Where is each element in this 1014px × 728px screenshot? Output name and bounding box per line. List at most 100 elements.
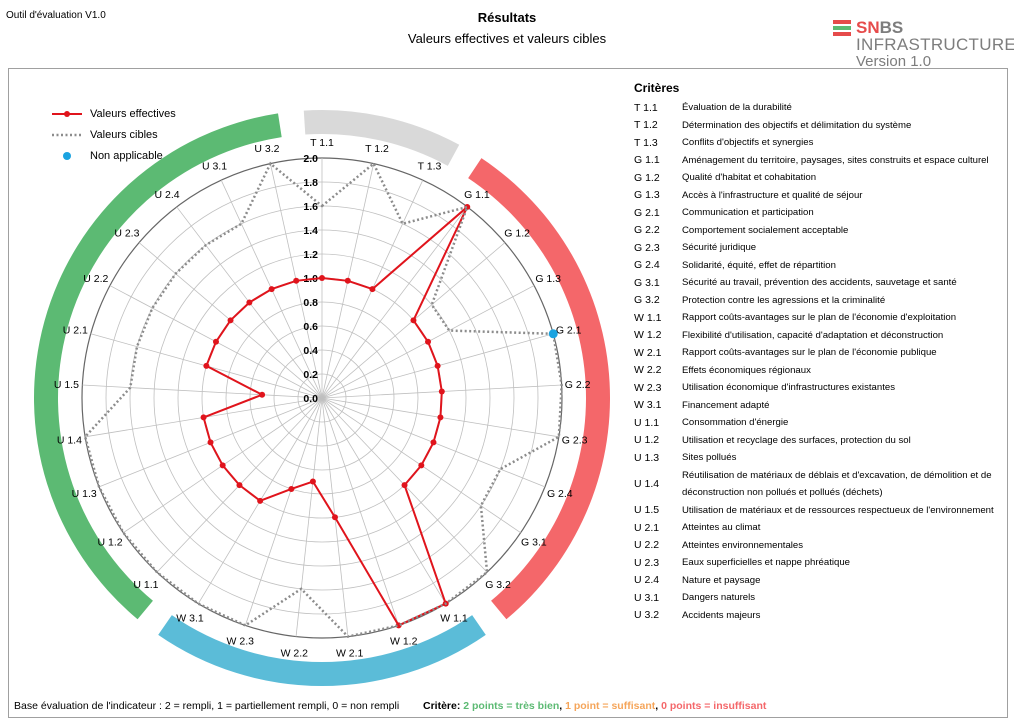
criteria-code: U 2.1 [634, 521, 660, 534]
criteria-code: T 1.3 [634, 136, 658, 149]
radar-axis-label: W 1.2 [390, 636, 418, 648]
criteria-code: G 2.3 [634, 241, 660, 254]
radar-axis-label: T 1.3 [418, 161, 442, 173]
radar-tick-label: 1.8 [303, 177, 318, 189]
criteria-item: U 3.1 Dangers naturels [634, 589, 994, 607]
radar-axis-label: U 3.1 [202, 161, 227, 173]
evaluation-basis-note: Base évaluation de l'indicateur : 2 = re… [14, 700, 400, 712]
criteria-item: U 2.1 Atteintes au climat [634, 519, 994, 537]
criteria-code: U 2.3 [634, 556, 660, 569]
criteria-item: W 2.3 Utilisation économique d'infrastruc… [634, 379, 994, 397]
scale-good: 2 points = très bien [463, 700, 560, 712]
criteria-item: G 2.4 Solidarité, équité, effet de répart… [634, 257, 994, 275]
criteria-code: U 2.4 [634, 574, 660, 587]
criteria-item: T 1.3 Conflits d'objectifs et synergies [634, 134, 994, 152]
criteria-label: Protection contre les agressions et la c… [682, 294, 886, 306]
legend-na: Non applicable [50, 145, 176, 166]
radar-axis-label: G 2.3 [562, 434, 588, 446]
criteria-item: U 2.3 Eaux superficielles et nappe phréat… [634, 554, 994, 572]
sector-T-band [303, 110, 460, 166]
radar-axis-label: U 2.2 [83, 273, 108, 285]
series-effective-point [309, 478, 316, 485]
logo-brand: SNBS [856, 18, 904, 37]
series-effective-point [259, 391, 266, 398]
criteria-item: G 3.1 Sécurité au travail, prévention des… [634, 274, 994, 292]
scale-ok: 1 point = suffisant [565, 700, 656, 712]
criteria-item: U 3.2 Accidents majeurs [634, 607, 994, 625]
criteria-code: U 1.4 [634, 478, 660, 490]
page-subtitle: Valeurs effectives et valeurs cibles [407, 31, 607, 46]
series-target-line [83, 161, 563, 638]
criteria-code: U 1.1 [634, 416, 660, 429]
criteria-code: G 3.2 [634, 294, 660, 307]
logo-product: INFRASTRUCTURE [856, 35, 1014, 54]
criteria-label: Nature et paysage [682, 574, 761, 586]
radar-axis-label: U 1.1 [133, 579, 158, 591]
radar-spoke [321, 206, 468, 399]
radar-spoke [321, 397, 447, 604]
criteria-item: U 1.3 Sites pollués [634, 449, 994, 467]
criteria-item: U 1.1 Consommation d'énergie [634, 414, 994, 432]
series-effective-point [437, 414, 444, 421]
series-effective-point [236, 482, 243, 489]
criteria-label: Utilisation économique d'infrastructures… [682, 382, 895, 393]
criteria-code: W 3.1 [634, 399, 662, 412]
criteria-label: Atteintes environnementales [682, 539, 804, 551]
legend-na-label: Non applicable [90, 149, 163, 162]
radar-spoke [244, 397, 323, 626]
criteria-code: G 2.2 [634, 224, 660, 237]
scale-bad: 0 points = insuffisant [661, 700, 767, 712]
criteria-item: G 2.3 Sécurité juridique [634, 239, 994, 257]
radar-axis-label: U 2.4 [155, 189, 180, 201]
criteria-label: Évaluation de la durabilité [682, 102, 792, 113]
criteria-item: U 2.4 Nature et paysage [634, 572, 994, 590]
legend-na-marker [63, 151, 71, 160]
legend-target-marker [52, 133, 82, 136]
series-effective-point [434, 362, 441, 369]
criteria-item: U 2.2 Atteintes environnementales [634, 537, 994, 555]
radar-axis-label: G 1.1 [464, 189, 490, 201]
sector-U-band [34, 113, 282, 620]
series-effective-point [331, 514, 338, 521]
criteria-label: Sécurité au travail, prévention des acci… [682, 277, 957, 288]
criteria-code: U 3.1 [634, 591, 660, 604]
radar-tick-label: 1.4 [303, 225, 318, 237]
radar-axis-label: G 1.3 [535, 273, 561, 285]
series-effective-point [319, 275, 325, 281]
legend-effective-label: Valeurs effectives [90, 107, 176, 120]
criteria-item: W 2.1 Rapport coûts-avantages sur le plan… [634, 344, 994, 362]
series-effective-point [425, 338, 432, 345]
series-effective-point [438, 388, 445, 395]
legend-target: Valeurs cibles [50, 124, 176, 145]
radar-axis-label: W 2.1 [336, 647, 364, 659]
criteria-item: G 1.2 Qualité d'habitat et cohabitation [634, 169, 994, 187]
criteria-label: Consommation d'énergie [682, 417, 789, 428]
criterion-scale-label: Critère: [423, 700, 464, 712]
criteria-label: Eaux superficielles et nappe phréatique [682, 557, 851, 568]
criteria-label: Atteintes au climat [682, 522, 761, 533]
series-effective-point [227, 317, 234, 324]
criteria-heading: Critères [634, 81, 680, 95]
series-effective-line [202, 205, 469, 627]
criteria-item: T 1.2 Détermination des objectifs et déli… [634, 117, 994, 135]
criteria-label: Qualité d'habitat et cohabitation [682, 172, 817, 183]
tool-version-label: Outil d'évaluation V1.0 [6, 10, 106, 21]
criteria-label: Aménagement du territoire, paysages, sit… [682, 154, 989, 166]
radar-tick-label: 0.2 [303, 369, 318, 381]
criteria-item: G 2.2 Comportement socialement acceptable [634, 222, 994, 240]
radar-axis-label: G 3.1 [521, 537, 547, 549]
radar-tick-label: 0.6 [303, 321, 318, 333]
criteria-code: G 3.1 [634, 276, 660, 289]
series-effective-point [401, 482, 408, 489]
criteria-item: U 1.2 Utilisation et recyclage des surfac… [634, 432, 994, 450]
criteria-code: G 2.4 [634, 259, 660, 272]
criterion-scale: Critère: 2 points = très bien, 1 point =… [423, 700, 767, 712]
criteria-label: Utilisation de matériaux et de ressource… [682, 504, 994, 516]
radar-axis-label: W 1.1 [440, 612, 468, 624]
criteria-item: W 1.2 Flexibilité d'utilisation, capacité… [634, 327, 994, 345]
criteria-code: G 1.3 [634, 189, 660, 202]
series-effective-point [207, 439, 214, 446]
series-effective-point [219, 462, 226, 469]
criteria-label: Effets économiques régionaux [682, 364, 811, 376]
series-effective-point [212, 338, 219, 345]
